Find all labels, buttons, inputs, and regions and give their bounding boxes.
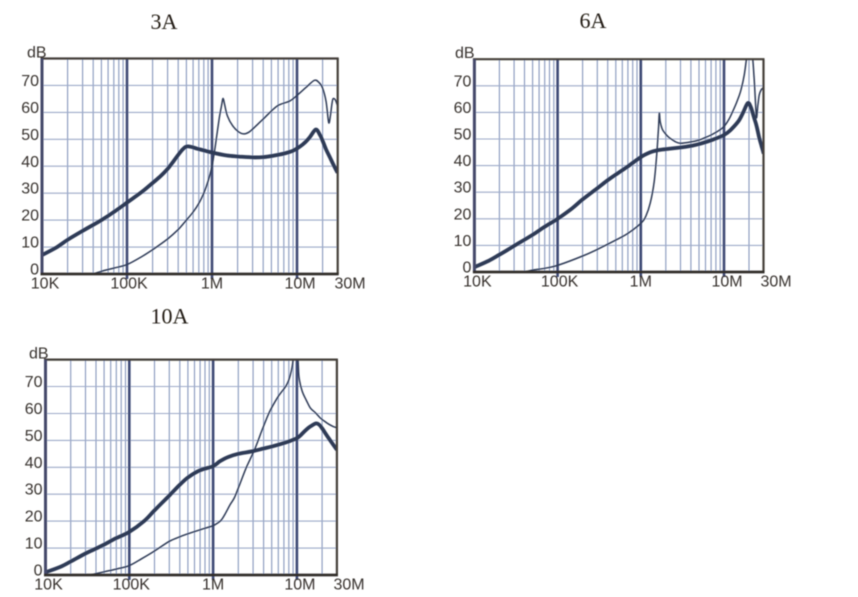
svg-text:0: 0	[30, 262, 39, 279]
svg-text:dB: dB	[455, 45, 475, 62]
svg-text:100K: 100K	[110, 276, 148, 293]
svg-text:50: 50	[25, 428, 43, 445]
svg-text:0: 0	[34, 563, 43, 580]
svg-text:30M: 30M	[760, 274, 791, 291]
svg-text:70: 70	[21, 73, 39, 90]
svg-text:70: 70	[25, 374, 43, 391]
svg-text:1M: 1M	[202, 577, 224, 594]
svg-text:50: 50	[21, 127, 39, 144]
svg-text:10K: 10K	[463, 274, 492, 291]
svg-text:100K: 100K	[541, 274, 579, 291]
svg-text:6A: 6A	[580, 8, 607, 33]
svg-text:10M: 10M	[711, 274, 742, 291]
svg-text:60: 60	[21, 100, 39, 117]
svg-text:dB: dB	[27, 45, 47, 62]
svg-text:10: 10	[454, 233, 472, 250]
svg-text:30M: 30M	[334, 276, 365, 293]
svg-text:30: 30	[21, 181, 39, 198]
svg-text:30: 30	[25, 482, 43, 499]
svg-text:10: 10	[21, 235, 39, 252]
svg-text:10M: 10M	[284, 577, 315, 594]
svg-text:10A: 10A	[151, 304, 189, 329]
svg-text:60: 60	[25, 401, 43, 418]
svg-text:dB: dB	[29, 346, 49, 363]
svg-text:20: 20	[25, 509, 43, 526]
svg-text:30: 30	[454, 180, 472, 197]
svg-text:100K: 100K	[113, 577, 151, 594]
svg-text:40: 40	[25, 455, 43, 472]
svg-text:20: 20	[21, 208, 39, 225]
svg-text:10K: 10K	[31, 276, 60, 293]
svg-text:20: 20	[454, 206, 472, 223]
svg-text:50: 50	[454, 127, 472, 144]
svg-text:30M: 30M	[333, 577, 364, 594]
svg-text:10M: 10M	[284, 276, 315, 293]
svg-text:0: 0	[462, 260, 471, 277]
svg-text:10: 10	[25, 536, 43, 553]
svg-text:70: 70	[454, 73, 472, 90]
svg-text:1M: 1M	[201, 276, 223, 293]
svg-text:3A: 3A	[151, 9, 178, 34]
svg-text:40: 40	[454, 153, 472, 170]
svg-text:1M: 1M	[630, 274, 652, 291]
svg-text:60: 60	[454, 100, 472, 117]
svg-text:10K: 10K	[34, 577, 63, 594]
svg-text:40: 40	[21, 154, 39, 171]
